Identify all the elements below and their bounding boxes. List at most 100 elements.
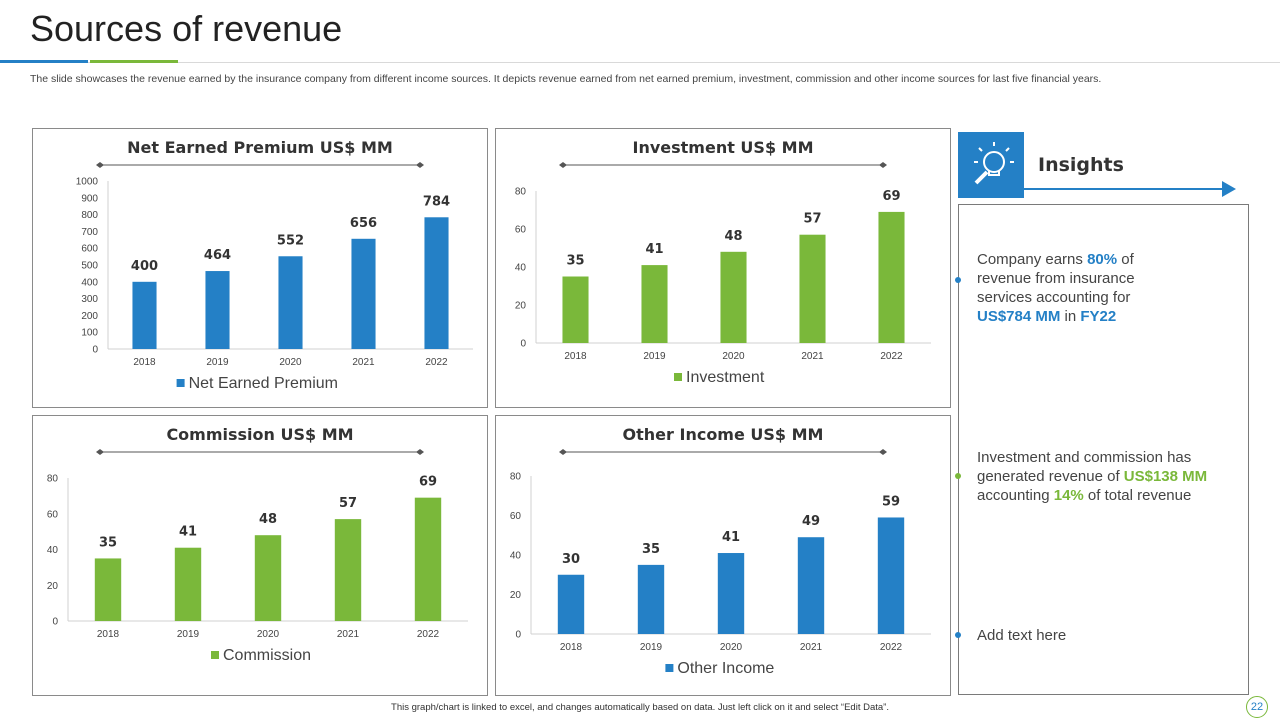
bar-2021[interactable]: [351, 238, 376, 349]
diamond-marker: [879, 162, 887, 168]
insight-item-1[interactable]: Company earns 80% of revenue from insura…: [977, 250, 1157, 326]
bar-2019[interactable]: [174, 547, 202, 621]
y-tick-label: 20: [510, 590, 522, 601]
y-tick-label: 400: [81, 277, 98, 288]
chart-panel-investment[interactable]: Investment US$ MM 0 20 40 60 80 35 2018 41 2019 48…: [495, 128, 951, 408]
x-tick-label: 2019: [206, 357, 229, 368]
data-label: 784: [423, 194, 450, 209]
chart-panel-commission[interactable]: Commission US$ MM 0 20 40 60 80 35 2018 41 2019 48…: [32, 415, 488, 696]
bullet-dot-green: [955, 473, 961, 479]
insight-text: Company earns: [977, 251, 1088, 268]
x-tick-label: 2019: [640, 642, 663, 653]
slide-description: The slide showcases the revenue earned b…: [30, 73, 1102, 85]
insight-item-2[interactable]: Investment and commission has generated …: [977, 448, 1227, 505]
data-label: 59: [882, 494, 900, 509]
bar-2019[interactable]: [205, 271, 230, 349]
y-tick-label: 500: [81, 261, 98, 272]
bullet-dot-blue: [955, 277, 961, 283]
bar-2018[interactable]: [94, 558, 122, 621]
x-tick-label: 2021: [337, 629, 360, 640]
bar-2021[interactable]: [334, 519, 362, 621]
chart-panel-other-income[interactable]: Other Income US$ MM 0 20 40 60 80 30 2018 35 2019…: [495, 415, 951, 696]
y-tick-label: 0: [520, 339, 526, 350]
x-tick-label: 2019: [643, 351, 666, 362]
bar-2020[interactable]: [720, 251, 747, 343]
bar-2019[interactable]: [637, 564, 665, 634]
y-tick-label: 60: [47, 509, 59, 520]
x-tick-label: 2022: [880, 351, 903, 362]
diamond-marker: [879, 449, 887, 455]
insight-text: accounting: [977, 487, 1054, 504]
arrow-right-icon: [1222, 181, 1236, 197]
bar-2021[interactable]: [799, 234, 826, 343]
data-label: 57: [803, 212, 821, 227]
chart-title: Net Earned Premium US$ MM: [127, 138, 393, 157]
bar-2020[interactable]: [254, 535, 282, 621]
bar-2020[interactable]: [717, 553, 745, 634]
legend-label: Net Earned Premium: [189, 375, 338, 392]
page-number: 22: [1246, 696, 1268, 718]
insights-panel: [958, 204, 1249, 695]
x-tick-label: 2022: [417, 629, 440, 640]
y-tick-label: 0: [92, 345, 98, 356]
x-tick-label: 2021: [800, 642, 823, 653]
chart-svg: Other Income US$ MM 0 20 40 60 80 30 2018 35 2019…: [510, 425, 931, 677]
insights-title: Insights: [1038, 154, 1124, 176]
footer-note: This graph/chart is linked to excel, and…: [391, 702, 889, 713]
chart-svg: Net Earned Premium US$ MM 0 100 200 300 400 50…: [76, 138, 473, 392]
bullet-dot-blue: [955, 632, 961, 638]
chart-panel-net-earned-premium[interactable]: Net Earned Premium US$ MM 0 100 200 300 400 50…: [32, 128, 488, 408]
y-tick-label: 20: [47, 581, 59, 592]
data-label: 464: [204, 248, 231, 263]
bar-2019[interactable]: [641, 265, 668, 343]
bar-2022[interactable]: [878, 211, 905, 343]
diamond-marker: [96, 162, 104, 168]
insight-highlight: 80%: [1087, 251, 1118, 268]
x-tick-label: 2019: [177, 629, 200, 640]
y-tick-label: 60: [515, 225, 527, 236]
y-tick-label: 80: [510, 472, 522, 483]
insight-text: Investment and commission has generated …: [977, 449, 1192, 485]
x-tick-label: 2022: [880, 642, 903, 653]
insight-highlight: US$784 MM: [977, 308, 1061, 325]
chart-title: Commission US$ MM: [166, 425, 353, 444]
data-label: 41: [645, 242, 663, 257]
legend-label: Investment: [686, 369, 765, 386]
slide-title: Sources of revenue: [30, 8, 343, 49]
x-tick-label: 2020: [720, 642, 743, 653]
accent-bar-blue: [0, 60, 88, 63]
diamond-marker: [96, 449, 104, 455]
insight-highlight: FY22: [1080, 308, 1117, 325]
data-label: 30: [562, 552, 580, 567]
bar-2018[interactable]: [132, 281, 157, 349]
y-tick-label: 600: [81, 244, 98, 255]
data-label: 48: [259, 512, 277, 527]
chart-title: Other Income US$ MM: [623, 425, 824, 444]
diamond-marker: [416, 449, 424, 455]
bar-2021[interactable]: [797, 537, 825, 634]
bar-2022[interactable]: [414, 497, 442, 621]
data-label: 656: [350, 216, 377, 231]
data-label: 57: [339, 496, 357, 511]
insight-text: of total revenue: [1083, 487, 1192, 504]
insight-item-3[interactable]: Add text here: [977, 626, 1237, 645]
y-tick-label: 0: [515, 630, 521, 641]
insight-highlight: US$138 MM: [1123, 468, 1208, 485]
chart-svg: Commission US$ MM 0 20 40 60 80 35 2018 41 2019 48…: [47, 425, 468, 664]
x-tick-label: 2018: [133, 357, 156, 368]
bar-2020[interactable]: [278, 256, 303, 349]
x-tick-label: 2020: [279, 357, 302, 368]
bar-2018[interactable]: [562, 276, 589, 344]
insight-text: in: [1060, 308, 1081, 325]
legend-label: Commission: [223, 647, 311, 664]
data-label: 69: [419, 475, 437, 490]
bar-2018[interactable]: [557, 574, 585, 634]
x-tick-label: 2018: [564, 351, 587, 362]
bar-2022[interactable]: [424, 217, 449, 349]
diamond-marker: [559, 449, 567, 455]
x-tick-label: 2018: [97, 629, 120, 640]
x-tick-label: 2020: [722, 351, 745, 362]
data-label: 35: [566, 254, 584, 269]
bar-2022[interactable]: [877, 517, 905, 634]
y-tick-label: 40: [510, 551, 522, 562]
